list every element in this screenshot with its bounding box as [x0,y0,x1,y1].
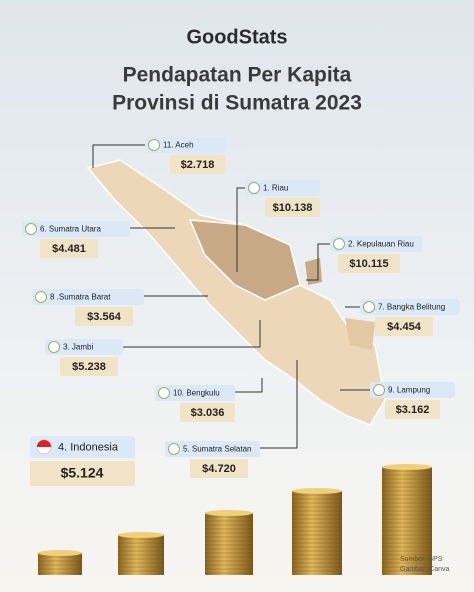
province-emblem [363,301,375,313]
province-name: 9. Lampung [388,386,430,395]
coin-top [118,532,164,538]
coin-stack [38,553,82,575]
value-box [180,403,235,422]
province-value: $10.138 [273,202,313,214]
callout-line [260,360,298,449]
value-box [338,254,400,273]
coins [38,464,432,575]
label-box [360,299,460,315]
province-value: $3.564 [87,311,122,323]
province-value: $3.036 [191,407,225,419]
value-box [385,400,440,419]
sumatra [86,159,386,426]
label-box [45,339,123,355]
label-box [32,289,144,305]
value-box [75,307,133,326]
label-box [155,385,235,401]
logo: GoodStats [186,26,287,48]
province-name: 10. Bengkulu [173,389,220,398]
map [86,159,386,426]
coin-top [292,488,342,494]
value-box [40,239,98,258]
coin-stack [382,467,432,575]
value-box [265,198,320,217]
label-box [370,382,455,398]
province-name: 7. Bangka Belitung [378,303,445,312]
national-name: 4. Indonesia [58,441,119,453]
province-emblem [35,291,47,303]
province-name: 5. Sumatra Selatan [183,445,251,454]
province-value: $4.720 [202,463,236,475]
label-box [330,236,422,252]
province-value: $4.481 [52,243,86,255]
source: Sumber: BPS [400,556,443,563]
province-name: 11. Aceh [163,141,194,150]
province-value: $3.162 [396,404,430,416]
province-value: $4.454 [387,321,422,333]
province-value: $10.115 [349,258,388,270]
title-line: Provinsi di Sumatra 2023 [112,92,362,115]
province-name: 3. Jambi [63,343,93,352]
label-box [165,441,260,457]
province-value: $5.238 [72,361,106,373]
value-box [375,317,433,336]
callout-line [236,187,245,272]
coin-top [38,550,82,556]
credit: Gambar: Canva [400,566,450,573]
province-emblem [373,384,385,396]
province-emblem [168,443,180,455]
babel-region [345,318,375,350]
riau-region [188,219,301,301]
flag-red [37,440,51,447]
label-box [245,180,320,196]
province-emblem [48,341,60,353]
national-box [30,436,135,458]
label-box [22,221,130,237]
coin-stack [205,513,253,575]
callout-line [235,378,263,393]
province-emblem [248,182,260,194]
province-name: 2. Kepulauan Riau [348,240,414,249]
province-name: 1. Riau [263,184,288,193]
callout-line [92,144,145,168]
province-value: $2.718 [181,159,215,171]
callout-line [123,320,261,348]
province-emblem [25,223,37,235]
province-name: 6. Sumatra Utara [40,225,101,234]
province-emblem [148,139,160,151]
value-box [170,155,225,174]
province-emblem [333,238,345,250]
callout-line [306,243,330,281]
province-name: 8 .Sumatra Barat [50,293,111,302]
value-box [190,459,248,478]
coin-top [205,510,253,516]
national-value-box [30,461,135,486]
title-line: Pendapatan Per Kapita [123,64,352,87]
province-emblem [158,387,170,399]
coin-top [382,464,432,470]
coin-stack [292,491,342,575]
national-value: $5.124 [61,465,104,481]
kepri-region [305,258,322,285]
label-box [145,137,225,153]
value-box [60,357,118,376]
